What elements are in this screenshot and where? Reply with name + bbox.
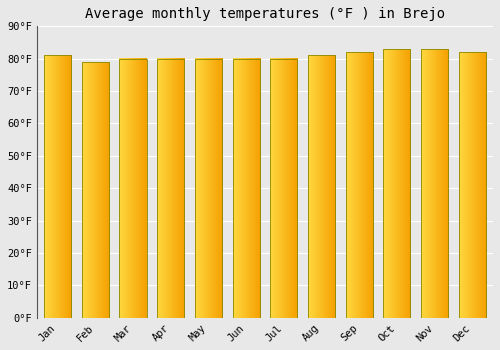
Bar bbox=[232, 59, 260, 318]
Bar bbox=[44, 55, 71, 318]
Bar bbox=[421, 49, 448, 318]
Bar bbox=[384, 49, 410, 318]
Bar bbox=[157, 59, 184, 318]
Bar bbox=[346, 52, 373, 318]
Bar bbox=[82, 62, 109, 318]
Bar bbox=[308, 55, 335, 318]
Bar bbox=[270, 59, 297, 318]
Title: Average monthly temperatures (°F ) in Brejo: Average monthly temperatures (°F ) in Br… bbox=[85, 7, 445, 21]
Bar bbox=[120, 59, 146, 318]
Bar bbox=[195, 59, 222, 318]
Bar bbox=[458, 52, 486, 318]
